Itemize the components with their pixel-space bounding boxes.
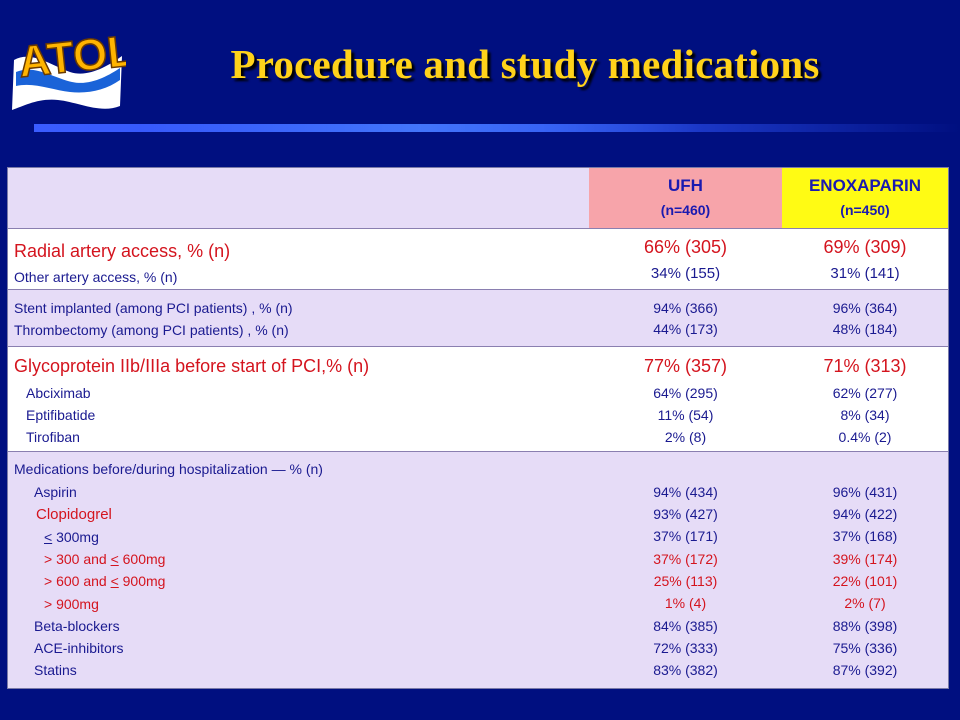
ufh-column-name: UFH (668, 176, 703, 195)
table-cell-value: 37% (171) (653, 528, 718, 544)
table-row-label: Clopidogrel (36, 506, 112, 523)
table-cell-value: 96% (431) (832, 484, 898, 500)
table-row-label: Beta-blockers (34, 618, 120, 634)
table-row-label: Radial artery access, % (n) (14, 241, 231, 261)
table-row-label: Tirofiban (26, 429, 80, 445)
enox-column-name: ENOXAPARIN (808, 176, 922, 195)
table-cell-value: 37% (172) (653, 551, 718, 567)
table-cell-value: 87% (392) (832, 662, 898, 678)
table-cell-value: 84% (385) (653, 618, 718, 634)
section-heading: Medications before/during hospitalizatio… (14, 461, 323, 477)
results-table: UFH (n=460) ENOXAPARIN (n=450) Radial ar… (7, 167, 949, 689)
glycoprotein-section: Glycoprotein IIb/IIIa before start of PC… (8, 346, 948, 451)
table-row-label: ACE-inhibitors (34, 640, 124, 656)
access-section: Radial artery access, % (n) Other artery… (8, 228, 948, 289)
table-cell-value: 48% (184) (832, 321, 898, 337)
table-row-label: Statins (34, 662, 77, 678)
header-label-cell (8, 168, 589, 228)
table-cell-value: 94% (422) (832, 506, 898, 522)
table-cell-value: 8% (34) (840, 407, 890, 423)
table-row-label: > 900mg (44, 596, 99, 612)
table-cell-value: 64% (295) (653, 385, 718, 401)
table-cell-value: 39% (174) (832, 551, 898, 567)
table-cell-value: 34% (155) (650, 265, 721, 282)
table-cell-value: 11% (54) (657, 407, 714, 423)
table-cell-value: 71% (313) (823, 356, 907, 376)
table-header-row: UFH (n=460) ENOXAPARIN (n=450) (8, 168, 948, 228)
table-cell-value: 44% (173) (653, 321, 718, 337)
table-cell-value: 62% (277) (832, 385, 898, 401)
header-ufh: UFH (n=460) (589, 168, 782, 228)
table-cell-value: 75% (336) (832, 640, 898, 656)
table-row-label: Stent implanted (among PCI patients) , %… (14, 300, 293, 316)
table-cell-value: 69% (309) (823, 237, 907, 257)
table-cell-value: 88% (398) (832, 618, 898, 634)
table-row-label: Aspirin (34, 484, 77, 500)
le-symbol: < (44, 529, 53, 545)
page-title: Procedure and study medications (230, 41, 820, 87)
header-enoxaparin: ENOXAPARIN (n=450) (782, 168, 948, 228)
table-row-label: > 300 and < 600mg (44, 551, 166, 567)
table-cell-value: 2% (7) (844, 595, 886, 611)
table-row-label: Other artery access, % (n) (14, 269, 178, 285)
table-cell-value: 66% (305) (643, 237, 728, 257)
table-cell-value: 94% (434) (653, 484, 718, 500)
table-cell-value: 2% (8) (664, 429, 707, 445)
le-symbol: < (110, 551, 119, 567)
table-cell-value: 31% (141) (830, 265, 900, 282)
stent-section: Stent implanted (among PCI patients) , %… (8, 289, 948, 346)
table-row-label: Thrombectomy (among PCI patients) , % (n… (14, 322, 289, 338)
table-cell-value: 72% (333) (653, 640, 718, 656)
table-cell-value: 94% (366) (653, 300, 718, 316)
enox-column-n: (n=450) (840, 202, 890, 218)
table-row-label: Glycoprotein IIb/IIIa before start of PC… (14, 356, 370, 376)
table-cell-value: 25% (113) (653, 573, 718, 589)
table-cell-value: 96% (364) (832, 300, 898, 316)
table-cell-value: 93% (427) (653, 506, 718, 522)
table-row-label: > 600 and < 900mg (44, 573, 166, 589)
table-row-label: < 300mg (44, 529, 99, 545)
table-cell-value: 77% (357) (643, 356, 728, 376)
title-underline-glow (140, 124, 700, 132)
atoll-logo: ATOLL (12, 23, 126, 110)
le-symbol: < (110, 573, 119, 589)
table-cell-value: 37% (168) (832, 528, 898, 544)
table-cell-value: 22% (101) (832, 573, 898, 589)
table-cell-value: 83% (382) (653, 662, 718, 678)
table-cell-value: 0.4% (2) (838, 429, 892, 445)
medications-section: Medications before/during hospitalizatio… (8, 451, 948, 688)
table-cell-value: 1% (4) (664, 595, 707, 611)
table-row-label: Abciximab (26, 385, 91, 401)
ufh-column-n: (n=460) (660, 202, 711, 218)
table-row-label: Eptifibatide (26, 407, 96, 423)
